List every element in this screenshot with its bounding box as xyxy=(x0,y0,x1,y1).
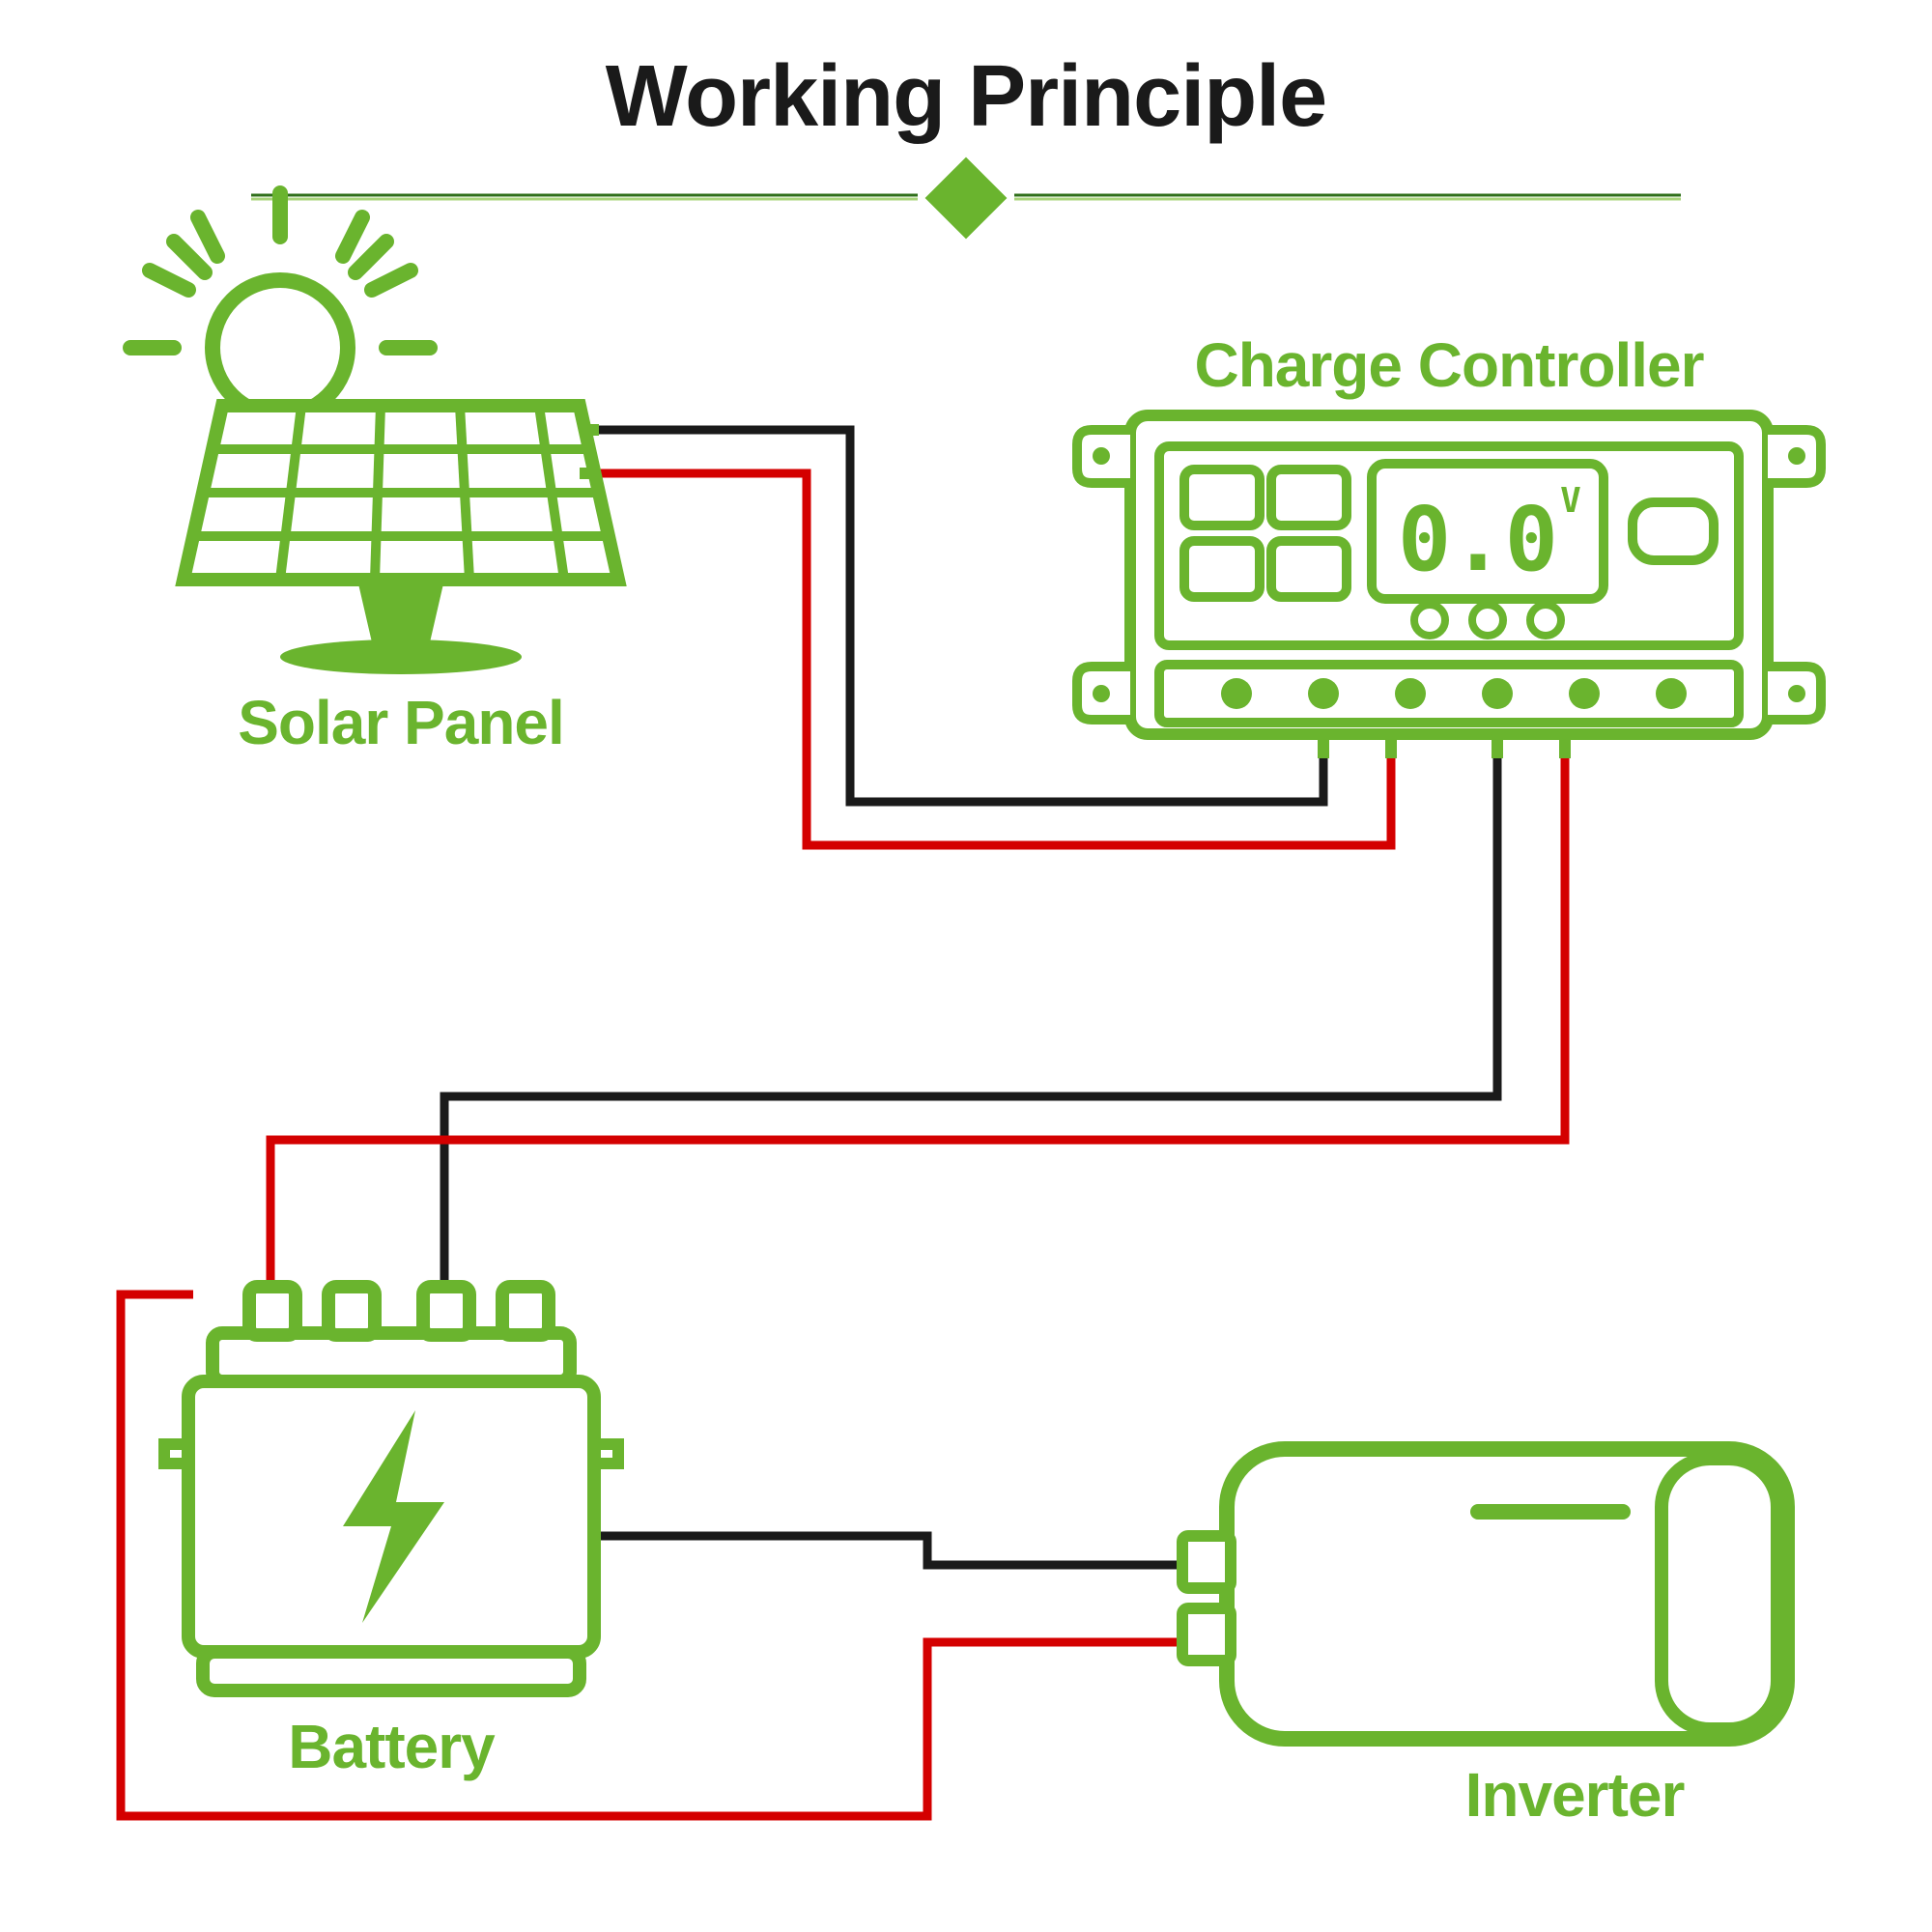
page-title: Working Principle xyxy=(606,48,1326,145)
diagram-canvas: Working Principle xyxy=(0,0,1932,1932)
solar-panel-label: Solar Panel xyxy=(238,688,564,757)
wire-controller-to-battery-pos xyxy=(270,753,1565,1294)
wire-controller-to-battery-neg xyxy=(444,753,1497,1294)
inverter: Inverter xyxy=(1182,1449,1787,1830)
charge-controller: Charge Controller 0.0 V xyxy=(1077,330,1821,758)
title-divider xyxy=(251,157,1681,240)
diamond-icon xyxy=(925,157,1008,240)
battery-label: Battery xyxy=(288,1712,496,1781)
inverter-label: Inverter xyxy=(1465,1760,1685,1830)
battery: Battery xyxy=(164,1287,618,1781)
wire-battery-to-inverter-neg xyxy=(584,1536,1188,1565)
charge-controller-label: Charge Controller xyxy=(1194,330,1703,400)
display-value: 0.0 xyxy=(1398,488,1558,591)
solar-panel: Solar Panel xyxy=(130,193,618,757)
sun-icon xyxy=(130,193,430,415)
display-unit: V xyxy=(1560,481,1581,521)
